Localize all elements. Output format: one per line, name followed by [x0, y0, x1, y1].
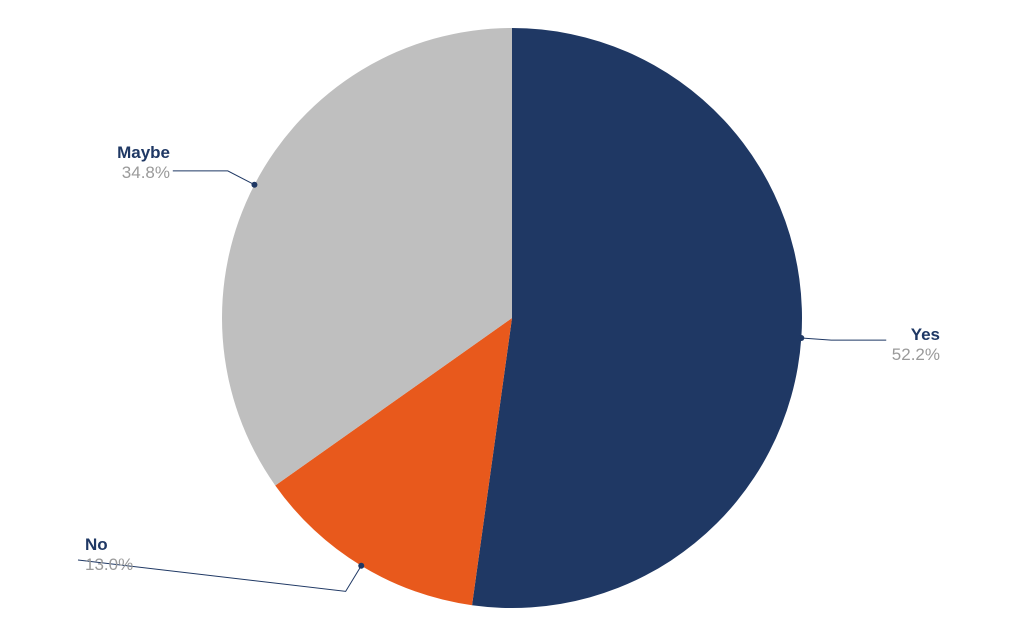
slice-value-no: 13.0% — [85, 555, 133, 574]
slice-label-yes: Yes — [911, 325, 940, 344]
leader-line-maybe — [173, 171, 255, 185]
leader-dot-yes — [798, 335, 804, 341]
pie-slice-yes — [472, 28, 802, 608]
pie-chart: Yes52.2% No13.0% Maybe34.8% — [0, 0, 1024, 637]
slice-value-maybe: 34.8% — [122, 163, 170, 182]
slice-value-yes: 52.2% — [892, 345, 940, 364]
leader-line-yes — [801, 338, 886, 340]
slice-label-no: No — [85, 535, 108, 554]
leader-dot-maybe — [251, 182, 257, 188]
leader-dot-no — [358, 563, 364, 569]
slice-label-maybe: Maybe — [117, 143, 170, 162]
